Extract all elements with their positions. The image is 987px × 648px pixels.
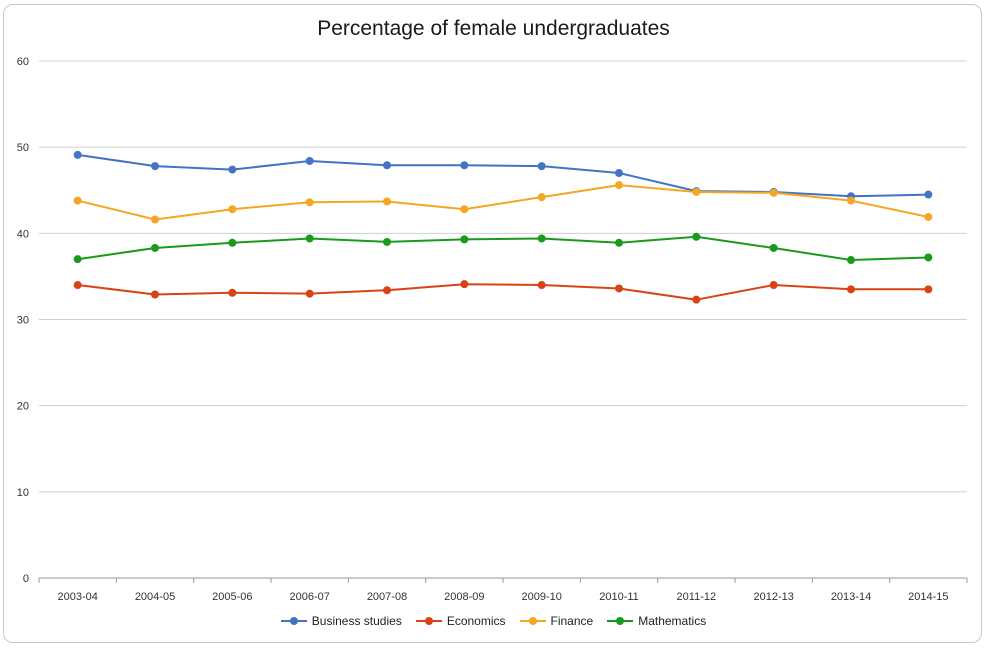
y-tick-label: 20 bbox=[17, 401, 29, 413]
data-point bbox=[305, 198, 314, 207]
legend-label: Finance bbox=[550, 614, 594, 628]
data-point bbox=[847, 256, 855, 265]
axes: 0 10 20 30 40 50 60 2003-04 2004-05 2005-06 2006-0… bbox=[17, 56, 968, 603]
data-point bbox=[73, 281, 82, 290]
data-point bbox=[73, 255, 82, 264]
gridlines bbox=[39, 60, 967, 493]
series-lines bbox=[73, 150, 933, 304]
series-line bbox=[77, 235, 929, 261]
data-point bbox=[383, 237, 391, 246]
data-point bbox=[769, 243, 778, 252]
x-tick-label: 2010-11 bbox=[599, 591, 639, 603]
legend-item: Economics bbox=[415, 614, 506, 628]
data-point bbox=[383, 197, 391, 206]
data-point bbox=[228, 205, 237, 214]
y-tick-label: 30 bbox=[17, 315, 29, 327]
data-point bbox=[228, 165, 237, 174]
legend-label: Mathematics bbox=[638, 614, 707, 628]
data-point bbox=[924, 253, 933, 262]
chart-frame bbox=[3, 4, 982, 643]
data-point bbox=[769, 188, 778, 197]
y-tick-label: 10 bbox=[17, 487, 29, 499]
x-tick-label: 2005-06 bbox=[212, 591, 252, 603]
legend-marker-icon bbox=[607, 616, 634, 626]
data-point bbox=[383, 286, 391, 295]
data-point bbox=[73, 150, 82, 159]
x-tick-label: 2009-10 bbox=[521, 591, 561, 603]
data-point bbox=[537, 234, 546, 243]
series-finance bbox=[73, 181, 933, 224]
series-line bbox=[77, 153, 929, 198]
series-line bbox=[77, 184, 929, 221]
legend-label: Economics bbox=[446, 614, 506, 628]
y-tick-label: 40 bbox=[17, 228, 29, 240]
data-point bbox=[151, 243, 159, 252]
data-point bbox=[460, 205, 469, 214]
legend-item: Mathematics bbox=[607, 614, 706, 628]
data-point bbox=[692, 187, 701, 196]
data-point bbox=[692, 232, 701, 241]
x-tick-label: 2012-13 bbox=[753, 591, 793, 603]
data-point bbox=[615, 181, 623, 190]
series-mathematics bbox=[73, 232, 933, 265]
series-business-studies bbox=[73, 150, 933, 201]
data-point bbox=[615, 284, 623, 293]
data-point bbox=[460, 235, 469, 244]
data-point bbox=[847, 285, 855, 294]
data-point bbox=[305, 289, 314, 298]
data-point bbox=[615, 169, 623, 178]
legend-marker-icon bbox=[415, 616, 442, 626]
legend-label: Business studies bbox=[311, 614, 402, 628]
data-point bbox=[924, 212, 933, 221]
data-point bbox=[151, 290, 159, 299]
data-point bbox=[460, 161, 469, 170]
data-point bbox=[305, 234, 314, 243]
data-point bbox=[73, 196, 82, 205]
chart-title: Percentage of female undergraduates bbox=[317, 17, 670, 40]
y-tick-label: 60 bbox=[17, 56, 29, 68]
data-point bbox=[460, 280, 469, 289]
legend-marker-icon bbox=[280, 616, 307, 626]
data-point bbox=[151, 162, 159, 171]
data-point bbox=[537, 162, 546, 171]
data-point bbox=[228, 288, 237, 297]
data-point bbox=[769, 281, 778, 290]
data-point bbox=[537, 281, 546, 290]
x-tick-label: 2006-07 bbox=[289, 591, 329, 603]
x-tick-label: 2004-05 bbox=[135, 591, 175, 603]
chart-legend: Business studies Economics Finance Mathemat… bbox=[0, 614, 987, 628]
legend-item: Business studies bbox=[280, 614, 402, 628]
series-line bbox=[77, 283, 929, 301]
data-point bbox=[151, 215, 159, 224]
legend-marker-icon bbox=[519, 616, 546, 626]
y-tick-label: 0 bbox=[23, 573, 29, 585]
x-tick-label: 2013-14 bbox=[831, 591, 871, 603]
data-point bbox=[924, 190, 933, 199]
data-point bbox=[847, 196, 855, 205]
data-point bbox=[615, 238, 623, 247]
x-tick-label: 2003-04 bbox=[57, 591, 97, 603]
x-tick-label: 2007-08 bbox=[367, 591, 407, 603]
x-tick-label: 2011-12 bbox=[677, 591, 717, 603]
data-point bbox=[924, 285, 933, 294]
series-economics bbox=[73, 280, 933, 304]
data-point bbox=[228, 238, 237, 247]
x-tick-label: 2008-09 bbox=[444, 591, 484, 603]
data-point bbox=[692, 295, 701, 304]
y-tick-label: 50 bbox=[17, 142, 29, 154]
legend-item: Finance bbox=[519, 614, 594, 628]
data-point bbox=[537, 193, 546, 202]
data-point bbox=[305, 156, 314, 165]
data-point bbox=[383, 161, 391, 170]
x-tick-label: 2014-15 bbox=[908, 591, 948, 603]
